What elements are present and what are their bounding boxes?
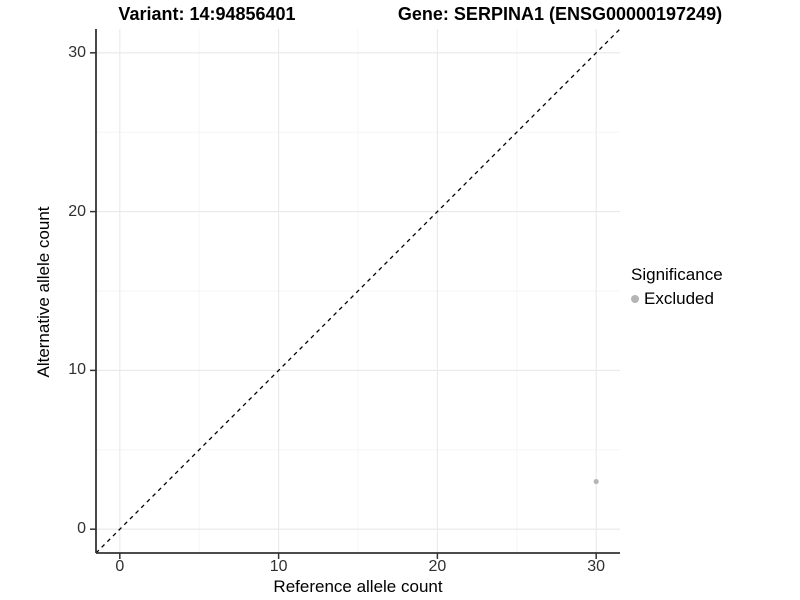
y-tick-label: 20	[68, 202, 86, 220]
plot-title-gene: Gene: SERPINA1 (ENSG00000197249)	[397, 4, 723, 24]
identity-reference-line	[95, 28, 621, 554]
y-tick-label: 30	[68, 43, 86, 61]
x-tick-label: 20	[428, 558, 447, 575]
plot-title-variant: Variant: 14:94856401	[118, 4, 296, 24]
legend-title: Significance	[631, 265, 723, 284]
data-point	[593, 478, 599, 485]
legend-item-label: Excluded	[644, 289, 714, 308]
legend-item-excluded: Excluded	[631, 289, 723, 309]
y-tick-label: 10	[68, 361, 86, 379]
y-axis-title: Alternative allele count	[34, 206, 53, 378]
x-axis-title: Reference allele count	[273, 577, 443, 596]
x-tick-label: 10	[269, 558, 288, 575]
x-tick-label: 30	[587, 558, 606, 575]
x-tick-label: 0	[115, 558, 125, 575]
plot-canvas	[90, 28, 621, 559]
plot-panel	[90, 28, 621, 559]
y-tick-label: 0	[77, 520, 86, 538]
legend-point-icon	[631, 295, 639, 303]
legend: Significance Excluded	[631, 265, 723, 309]
